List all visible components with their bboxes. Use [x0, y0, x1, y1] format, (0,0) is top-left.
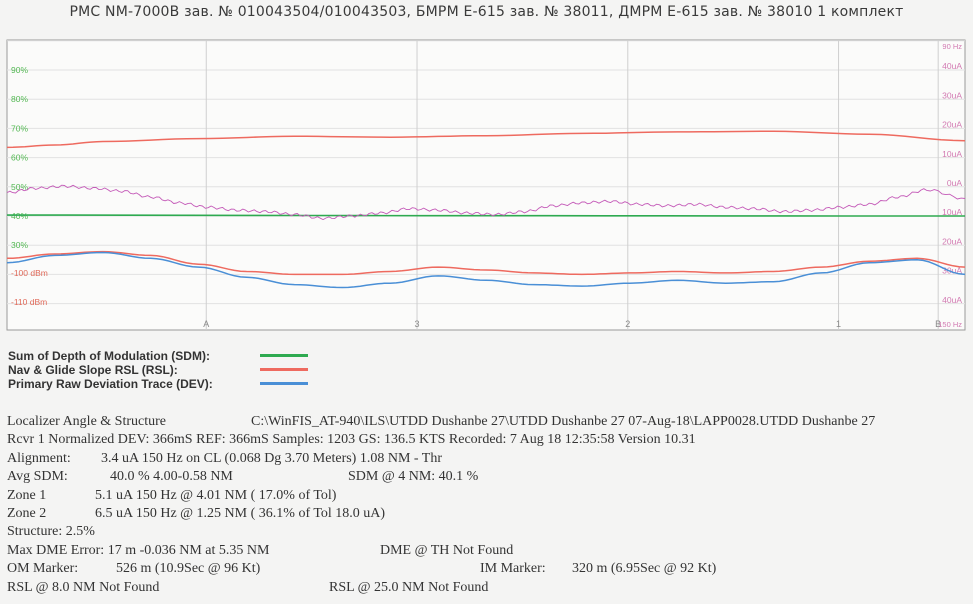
- report-line-header: Localizer Angle & Structure C:\WinFIS_AT…: [7, 413, 973, 431]
- tick-label-percent: 30%: [11, 240, 28, 250]
- tick-label-ua: 40uA: [942, 61, 962, 71]
- zone2-value: 6.5 uA 150 Hz @ 1.25 NM ( 36.1% of Tol 1…: [95, 505, 386, 521]
- report-line-markers: OM Marker: 526 m (10.9Sec @ 96 Kt) IM Ma…: [7, 560, 973, 578]
- report-line-avg-sdm: Avg SDM: 40.0 % 4.00-0.58 NM SDM @ 4 NM:…: [7, 468, 973, 486]
- tick-label-percent: 90%: [11, 65, 28, 75]
- alignment-label: Alignment:: [7, 450, 71, 466]
- im-marker-value: 320 m (6.95Sec @ 92 Kt): [572, 561, 717, 577]
- legend-swatch-rsl: [260, 368, 308, 371]
- plot-area: A 3 2 1 B 90% 80% 70% 60% 50% 40% 30% -100 dBm -110 d…: [0, 38, 973, 342]
- tick-label-ua: 30uA: [942, 266, 962, 276]
- series-line-rsl_low: [6, 250, 966, 276]
- zone1-value: 5.1 uA 150 Hz @ 4.01 NM ( 17.0% of Tol): [95, 487, 337, 503]
- report-title: Localizer Angle & Structure: [7, 414, 166, 429]
- tick-label-percent: 40%: [11, 211, 28, 221]
- max-dme-error: Max DME Error: 17 m -0.036 NM at 5.35 NM: [7, 542, 270, 558]
- series-line-dev_raw: [6, 184, 966, 221]
- avg-sdm-label: Avg SDM:: [7, 469, 68, 485]
- deviation-chart: A 3 2 1 B 90% 80% 70% 60% 50% 40% 30% -100 dBm -110 d…: [6, 39, 966, 331]
- legend-swatch-sdm: [260, 354, 308, 357]
- tick-label-ua: 10uA: [942, 207, 962, 217]
- report-line-structure: Structure: 2.5%: [7, 523, 973, 541]
- right-axis-bottom-label: 150 Hz: [938, 320, 962, 329]
- tick-label-ua: 30uA: [942, 90, 962, 100]
- x-marker-label: A: [203, 319, 209, 329]
- plot-frame: [6, 39, 966, 331]
- report-line-zone2: Zone 2 6.5 uA 150 Hz @ 1.25 NM ( 36.1% o…: [7, 505, 973, 523]
- x-marker-label: 3: [415, 319, 420, 329]
- legend-swatch-dev: [260, 382, 308, 385]
- tick-label-ua: 40uA: [942, 295, 962, 305]
- avg-sdm-value: 40.0 % 4.00-0.58 NM: [110, 469, 233, 485]
- report-file-path: C:\WinFIS_AT-940\ILS\UTDD Dushanbe 27\UT…: [251, 414, 876, 429]
- tick-label-ua: 10uA: [942, 149, 962, 159]
- report-line-zone1: Zone 1 5.1 uA 150 Hz @ 4.01 NM ( 17.0% o…: [7, 487, 973, 505]
- report-text: Localizer Angle & Structure C:\WinFIS_AT…: [7, 413, 973, 597]
- om-marker-label: OM Marker:: [7, 561, 79, 577]
- tick-label-dbm: -110 dBm: [11, 297, 47, 307]
- tick-label-percent: 70%: [11, 123, 28, 133]
- report-line-rsl: RSL @ 8.0 NM Not Found RSL @ 25.0 NM Not…: [7, 579, 973, 597]
- chart-title: РМС NM-7000В зав. № 010043504/010043503,…: [69, 4, 904, 20]
- alignment-value: 3.4 uA 150 Hz on CL (0.068 Dg 3.70 Meter…: [101, 450, 443, 466]
- series-line-sdm: [7, 214, 965, 217]
- structure-value: Structure: 2.5%: [7, 524, 95, 540]
- tick-label-ua: 20uA: [942, 120, 962, 130]
- series-line-dev: [6, 251, 966, 289]
- report-line-dme: Max DME Error: 17 m -0.036 NM at 5.35 NM…: [7, 542, 973, 560]
- rsl-8nm: RSL @ 8.0 NM Not Found: [7, 579, 160, 595]
- tick-label-percent: 80%: [11, 94, 28, 104]
- report-line-receiver: Rcvr 1 Normalized DEV: 366mS REF: 366mS …: [7, 431, 973, 449]
- legend-label-sdm: Sum of Depth of Modulation (SDM):: [8, 349, 210, 363]
- series-line-rsl: [6, 130, 966, 149]
- x-marker-label: 2: [625, 319, 630, 329]
- zone2-label: Zone 2: [7, 505, 47, 521]
- right-axis-top-label: 90 Hz: [942, 42, 962, 51]
- rsl-25nm: RSL @ 25.0 NM Not Found: [329, 579, 489, 595]
- tick-label-dbm: -100 dBm: [11, 268, 48, 278]
- tick-label-ua: 20uA: [942, 236, 962, 246]
- report-line-alignment: Alignment: 3.4 uA 150 Hz on CL (0.068 Dg…: [7, 450, 973, 468]
- tick-label-percent: 60%: [11, 153, 28, 163]
- om-marker-value: 526 m (10.9Sec @ 96 Kt): [116, 561, 261, 577]
- zone1-label: Zone 1: [7, 487, 47, 503]
- x-marker-label: 1: [836, 319, 841, 329]
- x-marker-label: B: [935, 319, 941, 329]
- legend-label-rsl: Nav & Glide Slope RSL (RSL):: [8, 363, 178, 377]
- im-marker-label: IM Marker:: [480, 561, 546, 577]
- sdm-at-4nm: SDM @ 4 NM: 40.1 %: [348, 469, 479, 485]
- legend-label-dev: Primary Raw Deviation Trace (DEV):: [8, 377, 213, 391]
- tick-label-ua: 0uA: [947, 178, 962, 188]
- dme-at-th: DME @ TH Not Found: [380, 542, 514, 558]
- tick-label-percent: 50%: [11, 182, 28, 192]
- receiver-info: Rcvr 1 Normalized DEV: 366mS REF: 366mS …: [7, 432, 696, 448]
